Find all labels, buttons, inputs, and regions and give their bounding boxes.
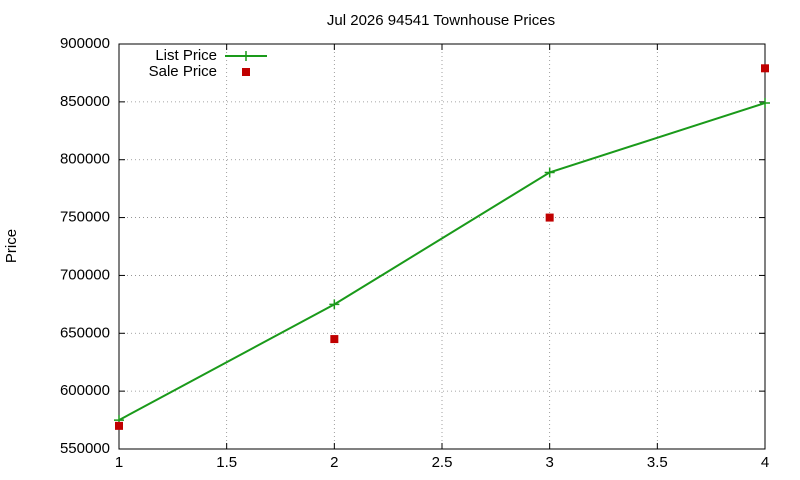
- x-tick-label: 1.5: [216, 454, 237, 471]
- chart-title: Jul 2026 94541 Townhouse Prices: [327, 12, 555, 29]
- x-tick-label: 2.5: [432, 454, 453, 471]
- x-tick-label: 3: [545, 454, 553, 471]
- x-tick-label: 1: [115, 454, 123, 471]
- x-tick-label: 4: [761, 454, 769, 471]
- y-tick-label: 850000: [60, 93, 110, 110]
- y-tick-label: 800000: [60, 151, 110, 168]
- y-tick-label: 550000: [60, 440, 110, 457]
- point-marker: [329, 299, 340, 310]
- y-tick-label: 900000: [60, 35, 110, 52]
- line-series: [118, 102, 766, 421]
- point-marker: [544, 167, 555, 178]
- legend-label: Sale Price: [149, 63, 217, 80]
- point-marker: [330, 335, 339, 344]
- legend-label: List Price: [155, 47, 217, 64]
- y-tick-label: 700000: [60, 266, 110, 283]
- x-tick-label: 3.5: [647, 454, 668, 471]
- y-tick-label: 750000: [60, 209, 110, 226]
- y-tick-label: 650000: [60, 324, 110, 341]
- point-marker: [115, 421, 123, 430]
- point-marker: [761, 64, 769, 73]
- y-axis-label: Price: [3, 229, 20, 263]
- x-tick-label: 2: [330, 454, 338, 471]
- plot-frame: [118, 43, 766, 450]
- point-marker: [242, 68, 250, 76]
- point-marker: [545, 213, 554, 222]
- point-marker: [760, 98, 770, 109]
- point-marker: [241, 51, 251, 61]
- y-tick-label: 600000: [60, 382, 110, 399]
